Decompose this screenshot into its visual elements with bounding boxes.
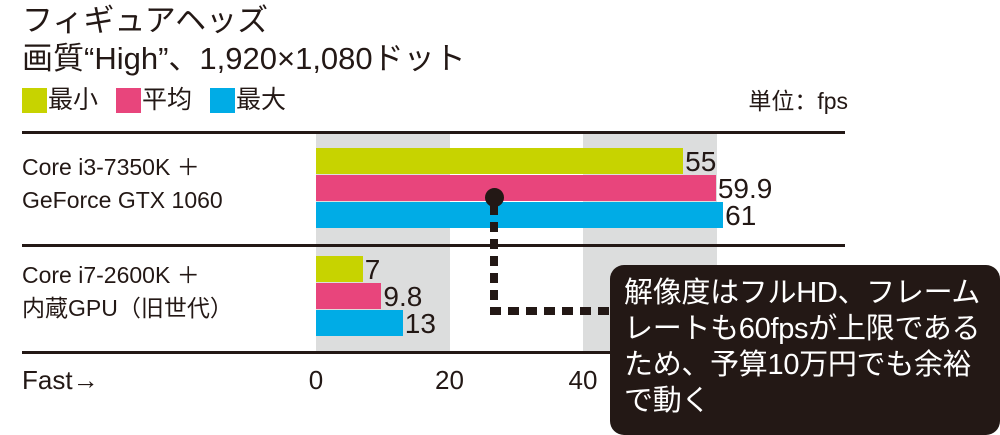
legend-swatch-min-icon — [22, 88, 47, 113]
axis-rule-middle — [22, 244, 845, 247]
category-label-1-line1: Core i7-2600K ＋ — [22, 262, 200, 288]
legend-item-avg: 平均 — [116, 88, 192, 113]
bar-value-max-1: 13 — [404, 308, 436, 339]
callout-leader-line-vertical — [490, 205, 499, 315]
bar-avg-1 — [316, 283, 382, 309]
axis-tick-20: 20 — [435, 365, 464, 395]
legend-item-min: 最小 — [22, 88, 98, 113]
legend-label-avg: 平均 — [142, 86, 193, 114]
bar-value-avg-1: 9.8 — [383, 281, 423, 312]
callout-box: 解像度はフルHD、フレームレートも60fpsが上限であるため、予算10万円でも余… — [610, 265, 1000, 435]
bar-value-avg-0: 59.9 — [717, 173, 773, 204]
axis-rule-top — [22, 131, 845, 134]
chart-header: フィギュアヘッズ 画質“High”、1,920×1,080ドット — [22, 2, 892, 78]
bar-value-max-0: 61 — [725, 200, 757, 231]
bar-min-0 — [316, 148, 684, 174]
bar-value-min-1: 7 — [364, 254, 381, 285]
callout-leader-dot — [485, 188, 505, 207]
bar-max-0 — [316, 202, 724, 228]
callout-text: 解像度はフルHD、フレームレートも60fpsが上限であるため、予算10万円でも余… — [624, 277, 981, 417]
bar-min-1 — [316, 256, 363, 282]
legend-label-max: 最大 — [236, 86, 287, 114]
chart-legend: 最小 平均 最大 — [22, 88, 286, 113]
legend-label-min: 最小 — [48, 86, 99, 114]
legend-swatch-avg-icon — [116, 88, 142, 113]
category-label-1-line2: 内蔵GPU（旧世代） — [22, 295, 233, 321]
legend-item-max: 最大 — [210, 88, 286, 113]
axis-rule-bottom — [22, 351, 845, 354]
legend-swatch-max-icon — [210, 88, 236, 113]
category-label-0-line1: Core i3-7350K ＋ — [22, 154, 200, 180]
page-title-line2: 画質“High”、1,920×1,080ドット — [22, 41, 466, 76]
bar-avg-0 — [316, 175, 716, 201]
unit-label: 単位：fps — [748, 88, 848, 114]
bar-value-min-0: 55 — [685, 146, 717, 177]
category-label-0-line2: GeForce GTX 1060 — [22, 187, 223, 213]
page-title-line1: フィギュアヘッズ — [22, 3, 269, 38]
axis-tick-40: 40 — [568, 365, 598, 395]
callout-leader-line-horizontal — [490, 307, 619, 315]
axis-caption: Fast→ — [22, 365, 99, 395]
axis-tick-0: 0 — [308, 365, 324, 395]
bar-max-1 — [316, 310, 403, 336]
